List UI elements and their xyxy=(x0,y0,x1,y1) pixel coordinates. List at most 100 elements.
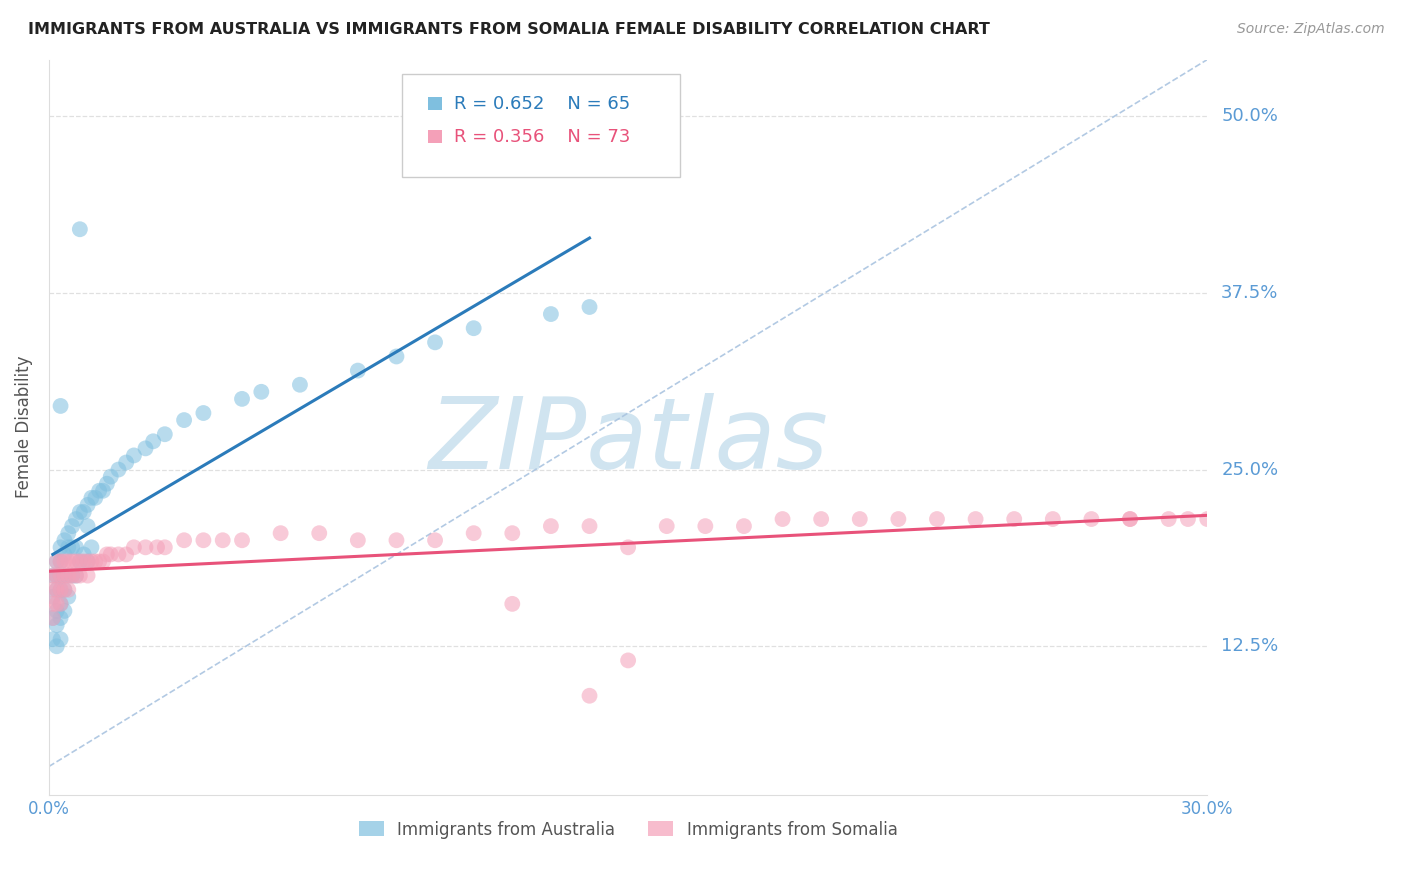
Point xyxy=(146,541,169,555)
Text: ZIPatlas: ZIPatlas xyxy=(429,393,828,491)
Point xyxy=(122,449,145,463)
Point xyxy=(733,519,755,533)
Point xyxy=(76,498,98,512)
Point xyxy=(49,568,72,582)
Point xyxy=(617,541,640,555)
Point xyxy=(193,406,215,420)
Point xyxy=(45,604,67,618)
Point xyxy=(122,541,145,555)
Point xyxy=(80,554,103,568)
Point xyxy=(270,526,292,541)
Point xyxy=(42,590,65,604)
Point xyxy=(1080,512,1102,526)
Point xyxy=(65,568,87,582)
Point xyxy=(45,597,67,611)
Text: R = 0.356    N = 73: R = 0.356 N = 73 xyxy=(454,128,630,145)
Point xyxy=(347,363,370,377)
Point xyxy=(53,568,76,582)
Point xyxy=(772,512,794,526)
Point xyxy=(115,548,138,562)
Point xyxy=(100,469,122,483)
Point xyxy=(69,554,91,568)
Point xyxy=(347,533,370,548)
Point xyxy=(173,533,195,548)
Point xyxy=(84,491,107,505)
Point xyxy=(49,611,72,625)
Point xyxy=(211,533,233,548)
Point xyxy=(76,554,98,568)
Point xyxy=(60,519,83,533)
Point xyxy=(58,582,80,597)
Point xyxy=(42,632,65,647)
Text: 50.0%: 50.0% xyxy=(1222,107,1278,125)
Point xyxy=(578,689,600,703)
Point xyxy=(107,548,129,562)
Point xyxy=(115,455,138,469)
Point xyxy=(45,554,67,568)
Point xyxy=(45,582,67,597)
Point xyxy=(423,533,446,548)
Point xyxy=(73,548,96,562)
Point xyxy=(134,442,156,456)
Point xyxy=(887,512,910,526)
Point xyxy=(58,590,80,604)
Point xyxy=(69,222,91,236)
Point xyxy=(153,427,176,442)
Point xyxy=(463,321,485,335)
Point xyxy=(60,554,83,568)
Point xyxy=(463,526,485,541)
Point xyxy=(65,512,87,526)
Point xyxy=(385,350,408,364)
Point xyxy=(423,335,446,350)
Point xyxy=(53,582,76,597)
Point xyxy=(84,554,107,568)
Point xyxy=(1157,512,1180,526)
Point xyxy=(65,541,87,555)
Point xyxy=(810,512,832,526)
Point xyxy=(60,568,83,582)
Point xyxy=(49,597,72,611)
Point xyxy=(58,568,80,582)
Point xyxy=(134,541,156,555)
Y-axis label: Female Disability: Female Disability xyxy=(15,356,32,499)
Point xyxy=(91,554,114,568)
Point xyxy=(76,554,98,568)
Point xyxy=(58,568,80,582)
Point xyxy=(53,582,76,597)
Point xyxy=(91,483,114,498)
Point xyxy=(49,632,72,647)
Point xyxy=(540,307,562,321)
Text: 12.5%: 12.5% xyxy=(1222,637,1278,656)
Point xyxy=(1119,512,1142,526)
Text: R = 0.652    N = 65: R = 0.652 N = 65 xyxy=(454,95,630,112)
Point xyxy=(45,640,67,654)
Point xyxy=(288,377,311,392)
Point xyxy=(578,519,600,533)
FancyBboxPatch shape xyxy=(402,74,681,178)
Text: 25.0%: 25.0% xyxy=(1222,460,1278,479)
Point xyxy=(501,526,523,541)
Point xyxy=(76,568,98,582)
Text: IMMIGRANTS FROM AUSTRALIA VS IMMIGRANTS FROM SOMALIA FEMALE DISABILITY CORRELATI: IMMIGRANTS FROM AUSTRALIA VS IMMIGRANTS … xyxy=(28,22,990,37)
Point xyxy=(1002,512,1025,526)
Point xyxy=(107,462,129,476)
Point xyxy=(173,413,195,427)
Point xyxy=(69,505,91,519)
Point xyxy=(58,541,80,555)
Point xyxy=(49,582,72,597)
Point xyxy=(58,554,80,568)
Legend: Immigrants from Australia, Immigrants from Somalia: Immigrants from Australia, Immigrants fr… xyxy=(352,814,904,846)
Point xyxy=(100,548,122,562)
Point xyxy=(53,533,76,548)
Point xyxy=(1177,512,1199,526)
Point xyxy=(42,611,65,625)
Point xyxy=(45,568,67,582)
Point xyxy=(53,554,76,568)
Point xyxy=(849,512,872,526)
Point xyxy=(76,519,98,533)
Point xyxy=(53,548,76,562)
Point xyxy=(45,568,67,582)
Point xyxy=(65,568,87,582)
Point xyxy=(42,582,65,597)
Point xyxy=(58,526,80,541)
